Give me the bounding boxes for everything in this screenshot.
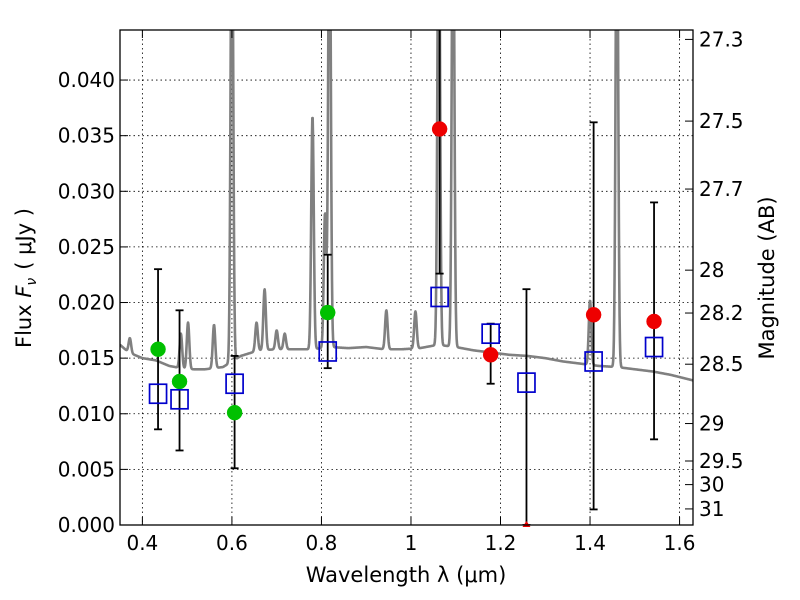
y-tick-label: 0.000 <box>58 513 115 537</box>
model-square-marker <box>644 336 664 358</box>
y-tick-label: 0.015 <box>58 346 115 370</box>
model-square-marker <box>318 341 338 362</box>
y2-tick-label: 29.5 <box>699 449 744 473</box>
y-tick-label: 0.030 <box>58 179 115 203</box>
flux-point <box>646 313 662 330</box>
y2-tick-label: 28 <box>699 258 724 282</box>
x-tick-label: 1.4 <box>574 531 606 555</box>
spectrum-layer <box>120 30 693 382</box>
flux-point <box>226 404 243 421</box>
y-tick-label: 0.005 <box>58 457 115 481</box>
flux-point <box>171 373 188 390</box>
y-tick-label: 0.020 <box>58 291 115 315</box>
model-square-marker <box>170 388 189 410</box>
model-square-marker <box>481 323 501 345</box>
marker-layer <box>148 121 664 527</box>
flux-point <box>482 347 499 363</box>
x-tick-label: 1 <box>405 531 418 555</box>
tick-layer: 0.4 0.6 0.8 1 1.2 1.4 1.6 0.000 0.005 0.010 0.015 0… <box>58 27 744 555</box>
y2-tick-label: 28.5 <box>699 352 744 376</box>
model-square-marker <box>584 351 603 372</box>
y2-tick-label: 27.5 <box>699 109 744 133</box>
x-tick-label: 0.6 <box>216 531 248 555</box>
y-tick-label: 0.035 <box>58 124 115 148</box>
flux-point <box>319 304 336 321</box>
y2-tick-label: 30 <box>699 473 724 497</box>
model-square-marker <box>225 373 244 395</box>
y-tick-label: 0.040 <box>58 68 115 92</box>
y2-tick-label: 27.3 <box>699 27 744 51</box>
x-tick-label: 0.8 <box>306 531 338 555</box>
x-tick-label: 1.2 <box>485 531 517 555</box>
y2-tick-label: 29 <box>699 412 724 436</box>
y-tick-label: 0.025 <box>58 235 115 259</box>
flux-point <box>431 121 448 137</box>
model-square-marker <box>517 372 536 393</box>
y2-tick-label: 31 <box>699 497 724 521</box>
y-tick-label: 0.010 <box>58 402 115 426</box>
x-axis-label: Wavelength λ (μm) <box>306 563 507 587</box>
x-tick-label: 1.6 <box>664 531 696 555</box>
y2-axis-label: Magnitude (AB) <box>755 196 779 359</box>
template-spectrum-line <box>120 30 693 382</box>
model-square-marker <box>430 286 449 308</box>
plot-frame <box>119 29 694 526</box>
y2-tick-label: 28.2 <box>699 301 744 325</box>
model-square-marker <box>148 383 168 405</box>
flux-point <box>150 341 166 357</box>
y2-tick-label: 27.7 <box>699 177 744 201</box>
y-axis-label: Flux Fν( μJy ) <box>12 208 40 348</box>
flux-point <box>585 307 602 323</box>
x-tick-label: 0.4 <box>126 531 158 555</box>
